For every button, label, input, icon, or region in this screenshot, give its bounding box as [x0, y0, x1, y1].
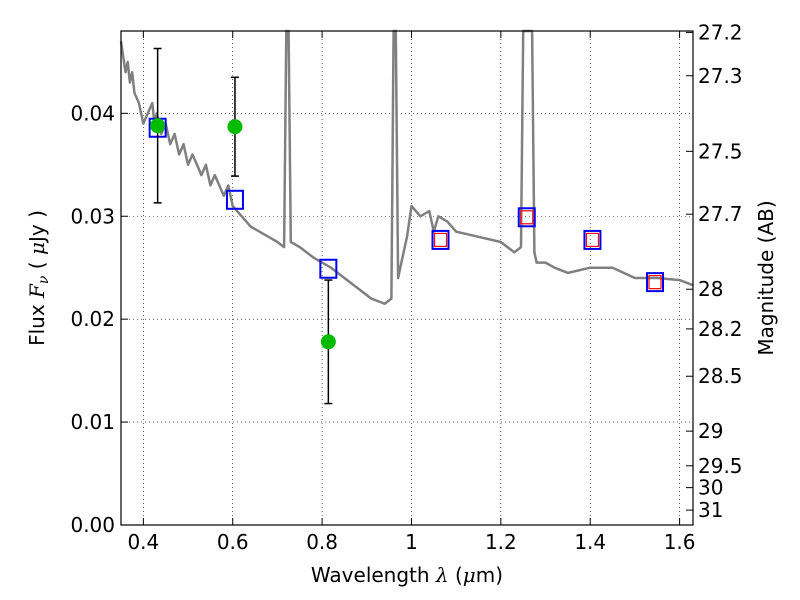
model-photometry-inner-square	[585, 232, 600, 248]
mag-tick-label: 28.2	[698, 317, 743, 341]
plot-background	[121, 31, 693, 525]
mag-tick-label: 29	[698, 419, 723, 443]
model-photometry-square	[583, 229, 602, 250]
y-tick-label: 0.01	[70, 410, 115, 434]
mag-tick-label: 27.5	[698, 139, 743, 163]
x-tick-label: 0.6	[217, 530, 249, 554]
mag-tick-label: 27.2	[698, 20, 743, 44]
x-tick-label: 0.8	[306, 530, 338, 554]
observed-flux-point	[227, 119, 243, 135]
model-photometry-inner-square	[433, 232, 448, 248]
x-axis-label: Wavelength λ (μm)	[311, 563, 503, 587]
observed-flux-point	[150, 118, 166, 134]
mag-tick-label: 30	[698, 476, 723, 500]
mag-tick-label: 28	[698, 277, 723, 301]
ticks: 0.4 0.6 0.8 1 1.2 1.4 1.6 0.00 0.01 0.02 0.03 0.04 2…	[70, 20, 742, 554]
x-tick-label: 1	[405, 530, 418, 554]
model-photometry-inner-square	[648, 275, 662, 290]
plot-frame	[120, 30, 694, 526]
marker-layer	[148, 47, 665, 405]
x-tick-label: 1.6	[664, 530, 696, 554]
x-tick-label: 0.4	[127, 530, 159, 554]
y-tick-label: 0.03	[70, 204, 115, 228]
y-tick-label: 0.00	[70, 513, 115, 537]
model-photometry-square	[431, 229, 450, 250]
model-photometry-square	[319, 258, 338, 279]
model-photometry-square	[225, 189, 244, 210]
model-photometry-inner-square	[520, 210, 534, 225]
x-tick-label: 1.2	[485, 530, 517, 554]
mag-tick-label: 27.3	[698, 64, 743, 88]
y-axis-label: Flux Fν ( μJy )	[25, 210, 52, 346]
x-tick-label: 1.4	[574, 530, 606, 554]
y2-axis-label: Magnitude (AB)	[754, 200, 778, 355]
mag-tick-label: 29.5	[698, 454, 743, 478]
observed-flux-point	[320, 334, 336, 350]
mag-tick-label: 27.7	[698, 202, 743, 226]
model-photometry-square	[646, 272, 665, 293]
y-tick-label: 0.02	[70, 307, 115, 331]
model-photometry-square	[517, 207, 536, 228]
y-tick-label: 0.04	[70, 101, 115, 125]
mag-tick-label: 28.5	[698, 364, 743, 388]
mag-tick-label: 31	[698, 498, 723, 522]
